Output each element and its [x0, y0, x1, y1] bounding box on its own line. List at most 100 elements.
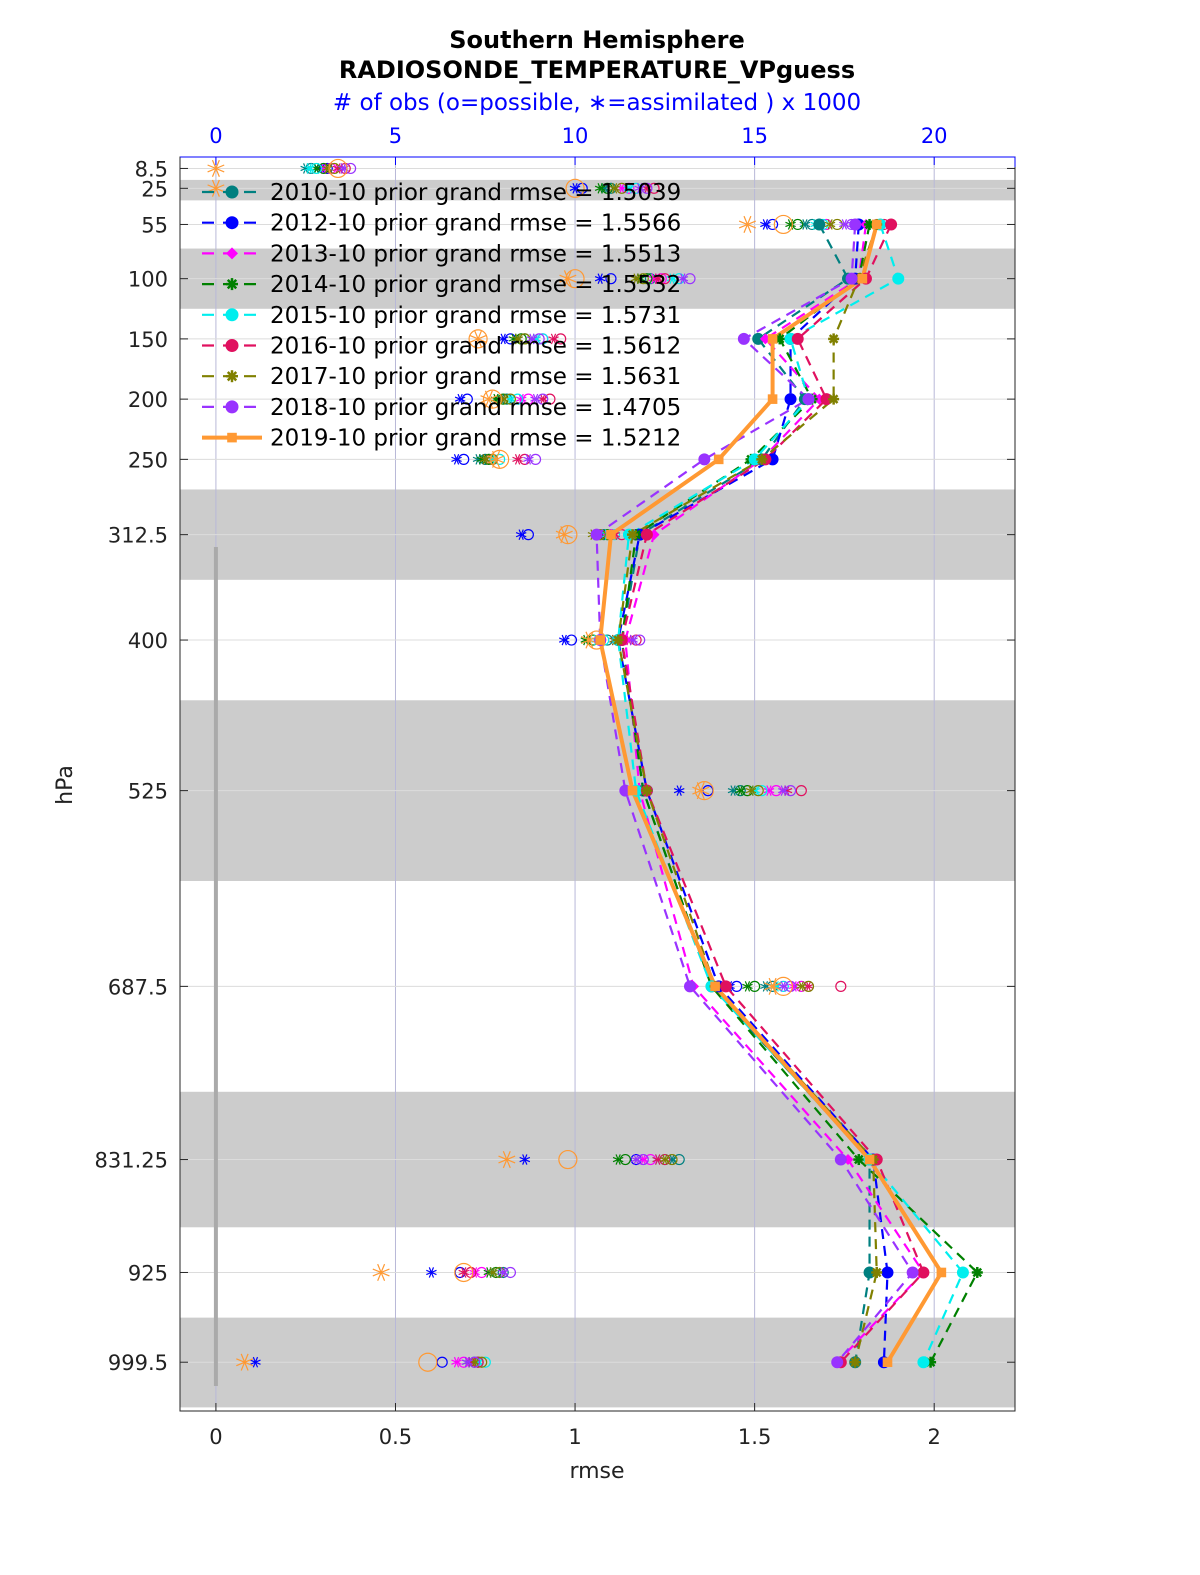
- obs-assimilated-marker: [303, 163, 315, 174]
- obs-assimilated-marker: [778, 785, 789, 796]
- series-line: [598, 223, 944, 1364]
- top-x-tick-label: 5: [389, 124, 402, 148]
- obs-assimilated-marker: [497, 393, 509, 405]
- obs-assimilated-marker: [630, 1154, 642, 1165]
- obs-possible-marker: [752, 785, 764, 797]
- obs-assimilated-marker: [764, 977, 782, 995]
- obs-assimilated-marker: [594, 273, 606, 284]
- obs-assimilated-marker: [487, 1267, 498, 1278]
- series-point: [849, 218, 862, 231]
- series-point: [719, 980, 732, 993]
- obs-possible-marker: [659, 273, 671, 285]
- obs-possible-marker: [749, 980, 761, 992]
- obs-possible-marker: [601, 182, 613, 194]
- series-point: [853, 1154, 865, 1166]
- obs-possible-marker: [522, 393, 534, 405]
- obs-assimilated-marker: [673, 785, 685, 796]
- series-line: [624, 224, 925, 1363]
- series-point: [828, 333, 840, 345]
- legend-entry: 2014-10 prior grand rmse = 1.5532: [202, 272, 681, 298]
- obs-assimilated-marker: [462, 1356, 473, 1368]
- obs-assimilated-marker: [594, 183, 606, 194]
- obs-possible-marker: [310, 162, 323, 175]
- legend-label: 2010-10 prior grand rmse = 1.5039: [270, 180, 681, 206]
- y-tick-label: 525: [128, 780, 168, 804]
- legend-entry: 2017-10 prior grand rmse = 1.5631: [202, 364, 681, 390]
- series-line: [617, 224, 878, 1363]
- obs-assimilated-marker: [652, 273, 663, 284]
- obs-assimilated-marker: [512, 454, 523, 465]
- obs-possible-marker: [418, 1352, 438, 1372]
- obs-possible-marker: [630, 1153, 642, 1166]
- legend-entry: 2013-10 prior grand rmse = 1.5513: [202, 241, 681, 267]
- obs-assimilated-marker: [372, 1263, 390, 1282]
- top-x-tick-label: 20: [921, 124, 948, 148]
- obs-possible-marker: [537, 393, 549, 405]
- legend-entry: 2010-10 prior grand rmse = 1.5039: [202, 180, 681, 206]
- series-point: [713, 454, 724, 465]
- top-axis-label: # of obs (o=possible, ∗=assimilated ) x …: [333, 90, 861, 116]
- obs-possible-marker: [476, 1266, 488, 1279]
- obs-assimilated-marker: [469, 330, 487, 348]
- legend-marker: [227, 432, 237, 443]
- legend-marker: [225, 308, 239, 322]
- obs-possible-marker: [565, 634, 578, 646]
- series-line: [595, 224, 915, 1363]
- obs-assimilated-marker: [426, 1267, 437, 1278]
- obs-possible-marker: [605, 273, 617, 285]
- obs-possible-marker: [766, 218, 779, 231]
- series-point: [767, 334, 778, 344]
- obs-assimilated-marker: [207, 159, 225, 177]
- series-point: [784, 393, 797, 406]
- y-tick-label: 925: [128, 1261, 168, 1285]
- y-tick-label: 831.25: [95, 1149, 168, 1173]
- obs-possible-marker: [734, 785, 746, 797]
- obs-assimilated-marker: [763, 785, 775, 796]
- series-markers: [590, 218, 983, 1369]
- obs-assimilated-marker: [454, 393, 466, 405]
- legend-label: 2012-10 prior grand rmse = 1.5566: [270, 211, 681, 237]
- top-x-tick-label: 0: [209, 124, 222, 148]
- obs-assimilated-marker: [623, 183, 635, 194]
- y-tick-label: 8.5: [135, 157, 168, 181]
- series-point: [906, 1266, 919, 1279]
- series-point: [849, 1356, 861, 1368]
- series-point: [627, 785, 638, 796]
- legend-marker: [226, 370, 238, 383]
- obs-possible-marker: [497, 1266, 509, 1279]
- series-lines: [595, 223, 979, 1364]
- obs-possible-marker: [619, 1153, 631, 1166]
- x-tick-label: 0: [209, 1425, 222, 1449]
- series-point: [882, 1357, 893, 1368]
- obs-possible-marker: [544, 393, 556, 405]
- legend-label: 2017-10 prior grand rmse = 1.5631: [270, 364, 681, 390]
- obs-possible-marker: [468, 329, 488, 349]
- obs-possible-marker: [537, 333, 549, 345]
- obs-possible-marker: [558, 525, 578, 545]
- obs-assimilated-marker: [207, 179, 225, 197]
- obs-possible-marker: [461, 393, 473, 405]
- obs-assimilated-marker: [609, 183, 620, 194]
- obs-possible-marker: [637, 273, 649, 285]
- chart-title: Southern Hemisphere: [449, 26, 745, 54]
- legend-label: 2019-10 prior grand rmse = 1.5212: [270, 426, 681, 452]
- legend-entry: 2015-10 prior grand rmse = 1.5731: [202, 303, 681, 329]
- series-point: [917, 1266, 930, 1279]
- obs-assimilated-marker: [612, 1154, 624, 1165]
- legend-entry: 2018-10 prior grand rmse = 1.4705: [202, 395, 681, 421]
- series-line: [617, 224, 889, 1363]
- series-point: [917, 1356, 930, 1369]
- y-tick-label: 400: [128, 629, 168, 653]
- obs-assimilated-marker: [480, 390, 498, 408]
- obs-possible-marker: [795, 980, 807, 992]
- obs-assimilated-marker: [558, 634, 570, 646]
- series-point: [710, 981, 720, 992]
- obs-possible-marker: [511, 393, 524, 405]
- obs-possible-marker: [694, 781, 714, 801]
- obs-possible-marker: [835, 980, 847, 992]
- obs-assimilated-marker: [666, 273, 678, 284]
- obs-possible-marker: [565, 269, 585, 289]
- obs-possible-marker: [458, 453, 470, 465]
- obs-assimilated-marker: [469, 1267, 480, 1278]
- legend-marker: [226, 278, 238, 291]
